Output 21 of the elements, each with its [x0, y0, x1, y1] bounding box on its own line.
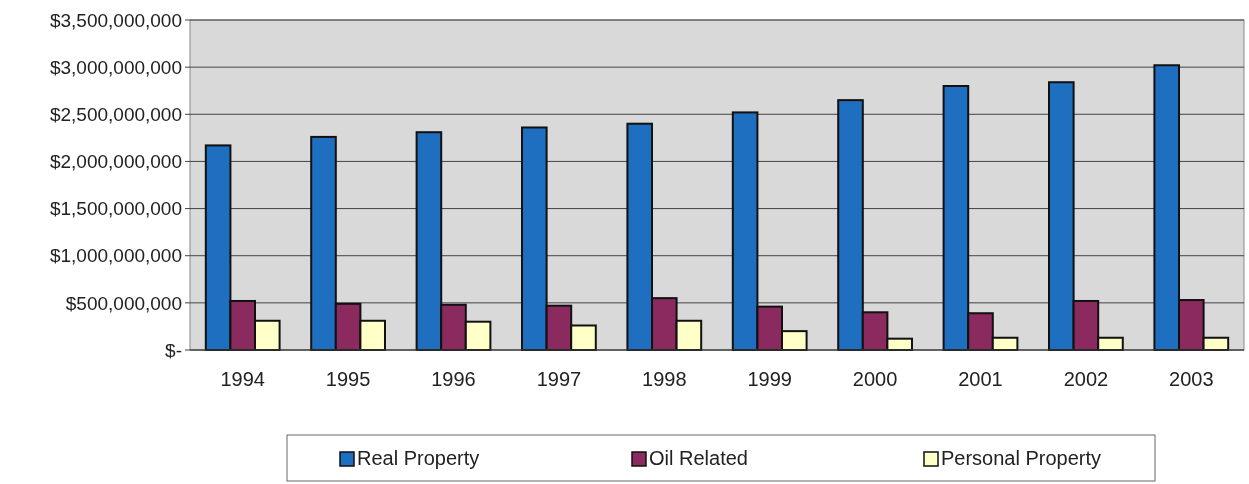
x-tick-label: 2002 — [1063, 368, 1109, 390]
x-tick-label: 1997 — [536, 368, 582, 390]
x-tick-label: 2000 — [852, 368, 898, 390]
legend-label: Personal Property — [941, 447, 1102, 469]
x-tick-label: 1998 — [642, 368, 687, 390]
y-tick-label: $3,500,000,000 — [49, 9, 182, 31]
y-tick-label: $3,000,000,000 — [49, 56, 182, 78]
legend-label: Oil Related — [649, 447, 748, 469]
x-tick-label: 1995 — [325, 368, 371, 390]
legend-label: Real Property — [357, 447, 480, 469]
x-tick-label: 2003 — [1169, 368, 1214, 390]
y-tick-label: $2,000,000,000 — [49, 151, 182, 173]
x-tick-label: 2001 — [958, 368, 1003, 390]
y-tick-label: $1,000,000,000 — [49, 245, 182, 267]
x-tick-label: 1994 — [220, 368, 265, 390]
y-tick-label: $1,500,000,000 — [49, 198, 182, 220]
y-tick-label: $- — [165, 339, 182, 361]
x-tick-label: 1996 — [431, 368, 476, 390]
x-tick-label: 1999 — [747, 368, 792, 390]
y-tick-label: $2,500,000,000 — [49, 103, 182, 125]
y-tick-label: $500,000,000 — [65, 292, 182, 314]
